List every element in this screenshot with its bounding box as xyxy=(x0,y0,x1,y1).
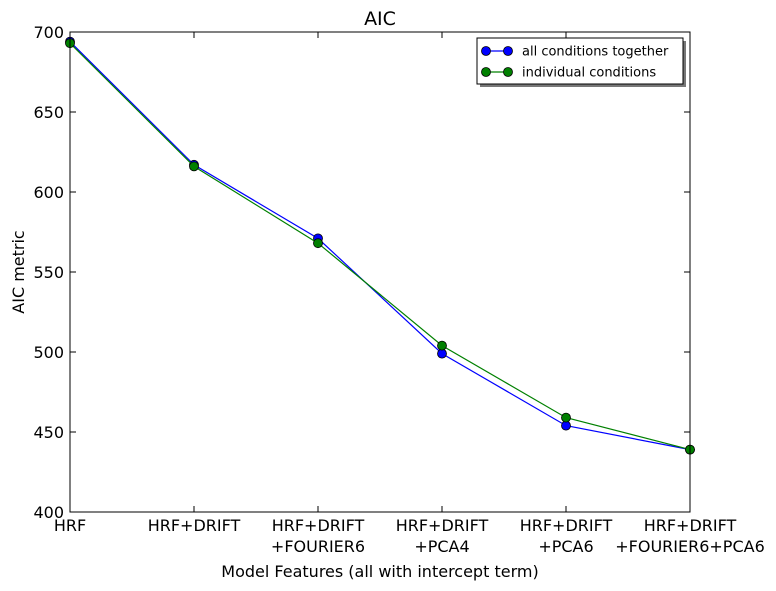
x-tick-label: HRF xyxy=(54,516,86,535)
x-tick-label: HRF+DRIFT xyxy=(148,516,241,535)
x-tick-label: +PCA4 xyxy=(414,537,469,556)
x-tick-label: +FOURIER6+PCA6 xyxy=(615,537,765,556)
series-2 xyxy=(65,38,695,455)
series-line xyxy=(69,41,691,451)
legend-marker xyxy=(481,46,491,56)
y-tick-label: 700 xyxy=(33,23,64,42)
data-point xyxy=(189,161,199,172)
x-tick-label: HRF+DRIFT xyxy=(396,516,489,535)
y-tick-label: 600 xyxy=(33,183,64,202)
y-tick-label: 550 xyxy=(33,263,64,282)
legend-label: all conditions together xyxy=(522,45,669,60)
chart-title: AIC xyxy=(364,8,396,30)
legend-marker xyxy=(481,67,491,77)
y-axis-label: AIC metric xyxy=(9,230,28,313)
x-tick-label: HRF+DRIFT xyxy=(272,516,365,535)
data-point xyxy=(437,340,447,351)
legend-entry: all conditions together xyxy=(481,45,669,60)
legend: all conditions together individual condit… xyxy=(476,37,686,87)
legend-box xyxy=(476,37,684,85)
y-tick-label: 500 xyxy=(33,343,64,362)
legend-marker xyxy=(503,46,513,56)
x-tick-label: HRF+DRIFT xyxy=(644,516,737,535)
data-point xyxy=(313,238,323,249)
ticks-layer: 400 450 500 550 600 650 700 HRF HRF+DRIFT HRF+DRI… xyxy=(33,23,764,556)
data-point xyxy=(561,412,571,423)
x-tick-label: +FOURIER6 xyxy=(271,537,365,556)
x-axis-label: Model Features (all with intercept term) xyxy=(221,562,538,581)
legend-marker xyxy=(503,67,513,77)
y-tick-label: 400 xyxy=(33,503,64,522)
legend-label: individual conditions xyxy=(522,66,656,81)
x-tick-label: HRF+DRIFT xyxy=(520,516,613,535)
y-tick-label: 650 xyxy=(33,103,64,122)
x-tick-label: +PCA6 xyxy=(538,537,593,556)
series-layer xyxy=(65,36,695,455)
series-1 xyxy=(65,36,695,455)
plot-frame xyxy=(69,31,691,513)
series-line xyxy=(69,42,691,451)
y-tick-label: 450 xyxy=(33,423,64,442)
legend-entry: individual conditions xyxy=(481,66,656,81)
